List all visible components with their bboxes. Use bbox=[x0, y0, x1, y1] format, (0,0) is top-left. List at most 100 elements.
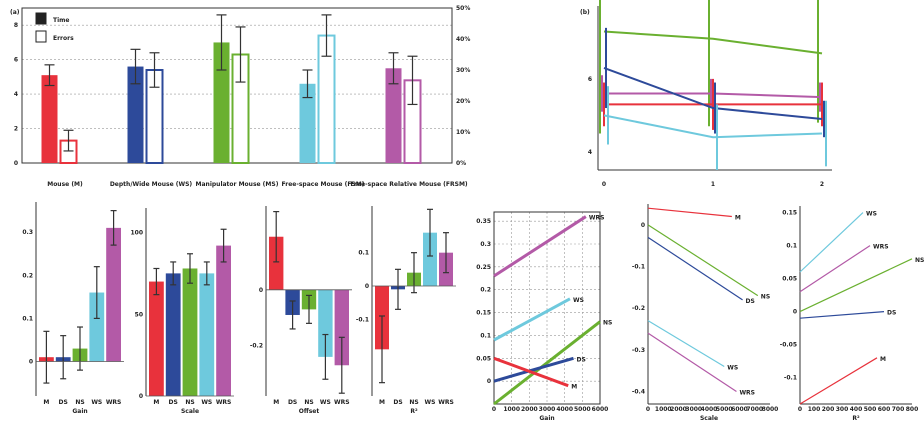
bar-panel-ytick-label: 0 bbox=[29, 359, 33, 366]
fit-xtick-label: 5000 bbox=[716, 406, 733, 413]
fit-ytick-label: -0.2 bbox=[632, 305, 645, 312]
fit-xtick-label: 6000 bbox=[592, 406, 609, 413]
bar-panel-category-label: NS bbox=[304, 399, 313, 406]
fit-xtick-label: 4000 bbox=[701, 406, 718, 413]
fit-xtick-label: 2000 bbox=[670, 406, 687, 413]
a-ytick-label: 8 bbox=[14, 22, 18, 29]
fit-xtick-label: 500 bbox=[864, 406, 877, 413]
bar-panel-category-label: M bbox=[43, 399, 49, 406]
bar-panel-ytick-label: 100 bbox=[130, 230, 143, 237]
fit-series-label: M bbox=[571, 384, 577, 391]
fit-xtick-label: 7000 bbox=[746, 406, 763, 413]
bar-panel-ytick-label: 0.1 bbox=[358, 250, 369, 257]
bar-panel-category-label: M bbox=[153, 399, 159, 406]
fit-ytick-label: 0.1 bbox=[480, 332, 491, 339]
a-ytick-label: 6 bbox=[14, 57, 18, 64]
fit-xtick-label: 1000 bbox=[655, 406, 672, 413]
fit-ytick-label: -0.1 bbox=[632, 264, 645, 271]
bar-panel-category-label: WRS bbox=[216, 399, 232, 406]
fit-series-label: WS bbox=[866, 211, 877, 218]
bar-panel-category-label: DS bbox=[59, 399, 68, 406]
a-y2tick-label: 40% bbox=[456, 36, 470, 43]
fit-xlabel: R² bbox=[852, 415, 860, 422]
fit-series-line bbox=[800, 213, 863, 272]
bar-panel-ytick-label: 0 bbox=[139, 393, 143, 400]
fit-xtick-label: 1000 bbox=[503, 406, 520, 413]
a-y2tick-label: 50% bbox=[456, 5, 470, 12]
fit-ytick-label: 0.25 bbox=[476, 264, 491, 271]
b-xtick-label: 0 bbox=[602, 181, 606, 188]
bar-panel-category-label: WS bbox=[320, 399, 331, 406]
a-y2tick-label: 10% bbox=[456, 129, 470, 136]
bar-panel-bar bbox=[199, 273, 214, 396]
fit-series-line bbox=[648, 225, 758, 296]
bar-panel-ytick-label: 0 bbox=[259, 287, 263, 294]
bar-panel-bar bbox=[183, 268, 198, 396]
a-legend-swatch bbox=[36, 31, 46, 42]
fit-series-line bbox=[800, 246, 870, 292]
bar-panel-category-label: DS bbox=[393, 399, 402, 406]
bar-panel-ytick-label: 0.3 bbox=[22, 229, 33, 236]
fit-series-label: WS bbox=[573, 297, 584, 304]
fit-xtick-label: 300 bbox=[836, 406, 849, 413]
b-panel-label: (b) bbox=[580, 9, 590, 16]
a-y2tick-label: 30% bbox=[456, 67, 470, 74]
fit-series-line bbox=[648, 208, 732, 216]
fit-xlabel: Scale bbox=[700, 415, 718, 422]
fit-xtick-label: 700 bbox=[892, 406, 905, 413]
fit-series-label: M bbox=[880, 356, 886, 363]
bar-panel-bar bbox=[149, 282, 164, 396]
a-panel-label: (a) bbox=[10, 9, 20, 16]
fit-xtick-label: 200 bbox=[822, 406, 835, 413]
b-xtick-label: 1 bbox=[711, 181, 715, 188]
bar-panel-bar bbox=[166, 273, 181, 396]
b-ytick-label: 6 bbox=[588, 76, 592, 83]
fit-xtick-label: 800 bbox=[906, 406, 919, 413]
fit-xtick-label: 5000 bbox=[574, 406, 591, 413]
b-ytick-label: 4 bbox=[588, 149, 592, 156]
fit-ytick-label: 0.1 bbox=[786, 243, 797, 250]
bar-panel-ytick-label: 50 bbox=[135, 311, 143, 318]
bar-panel-ytick-label: 0.1 bbox=[22, 315, 33, 322]
fit-ytick-label: -0.4 bbox=[632, 389, 645, 396]
bar-panel-category-label: WS bbox=[91, 399, 102, 406]
fit-ytick-label: 0 bbox=[487, 378, 491, 385]
bar-panel-category-label: WS bbox=[201, 399, 212, 406]
fit-series-line bbox=[800, 312, 884, 319]
a-category-label: Manipulator Mouse (MS) bbox=[196, 181, 279, 188]
fit-ytick-label: 0 bbox=[641, 222, 645, 229]
bar-panel-category-label: M bbox=[273, 399, 279, 406]
bar-panel-bar bbox=[106, 228, 121, 362]
bar-panel-category-label: WS bbox=[425, 399, 436, 406]
fit-series-label: NS bbox=[603, 320, 612, 327]
fit-series-line bbox=[800, 259, 912, 312]
fit-ytick-label: 0.15 bbox=[476, 310, 491, 317]
fit-series-line bbox=[648, 333, 736, 391]
fit-series-label: DS bbox=[887, 310, 896, 317]
bar-panel-category-label: WRS bbox=[106, 399, 122, 406]
a-bar-time bbox=[42, 75, 58, 163]
a-legend-label: Errors bbox=[53, 35, 74, 42]
fit-xtick-label: 6000 bbox=[731, 406, 748, 413]
fit-xtick-label: 600 bbox=[878, 406, 891, 413]
bar-panel-ytick-label: 0.2 bbox=[22, 272, 33, 279]
b-xtick-label: 2 bbox=[820, 181, 824, 188]
a-legend-swatch bbox=[36, 13, 46, 24]
fit-xtick-label: 0 bbox=[798, 406, 802, 413]
fit-ytick-label: 0 bbox=[793, 309, 797, 316]
fit-series-label: NS bbox=[761, 294, 770, 301]
bar-panel-category-label: WRS bbox=[334, 399, 350, 406]
fit-xtick-label: 8000 bbox=[762, 406, 779, 413]
fit-series-line bbox=[494, 299, 570, 340]
fit-series-label: WRS bbox=[739, 390, 755, 397]
a-legend-label: Time bbox=[53, 17, 69, 24]
a-y2tick-label: 20% bbox=[456, 98, 470, 105]
a-category-label: Mouse (M) bbox=[47, 181, 83, 188]
fit-xtick-label: 400 bbox=[850, 406, 863, 413]
a-ytick-label: 2 bbox=[14, 126, 18, 133]
bar-panel-xlabel: Offset bbox=[299, 408, 320, 415]
fit-series-label: DS bbox=[746, 298, 755, 305]
fit-ytick-label: 0.05 bbox=[782, 276, 797, 283]
fit-xtick-label: 0 bbox=[646, 406, 650, 413]
